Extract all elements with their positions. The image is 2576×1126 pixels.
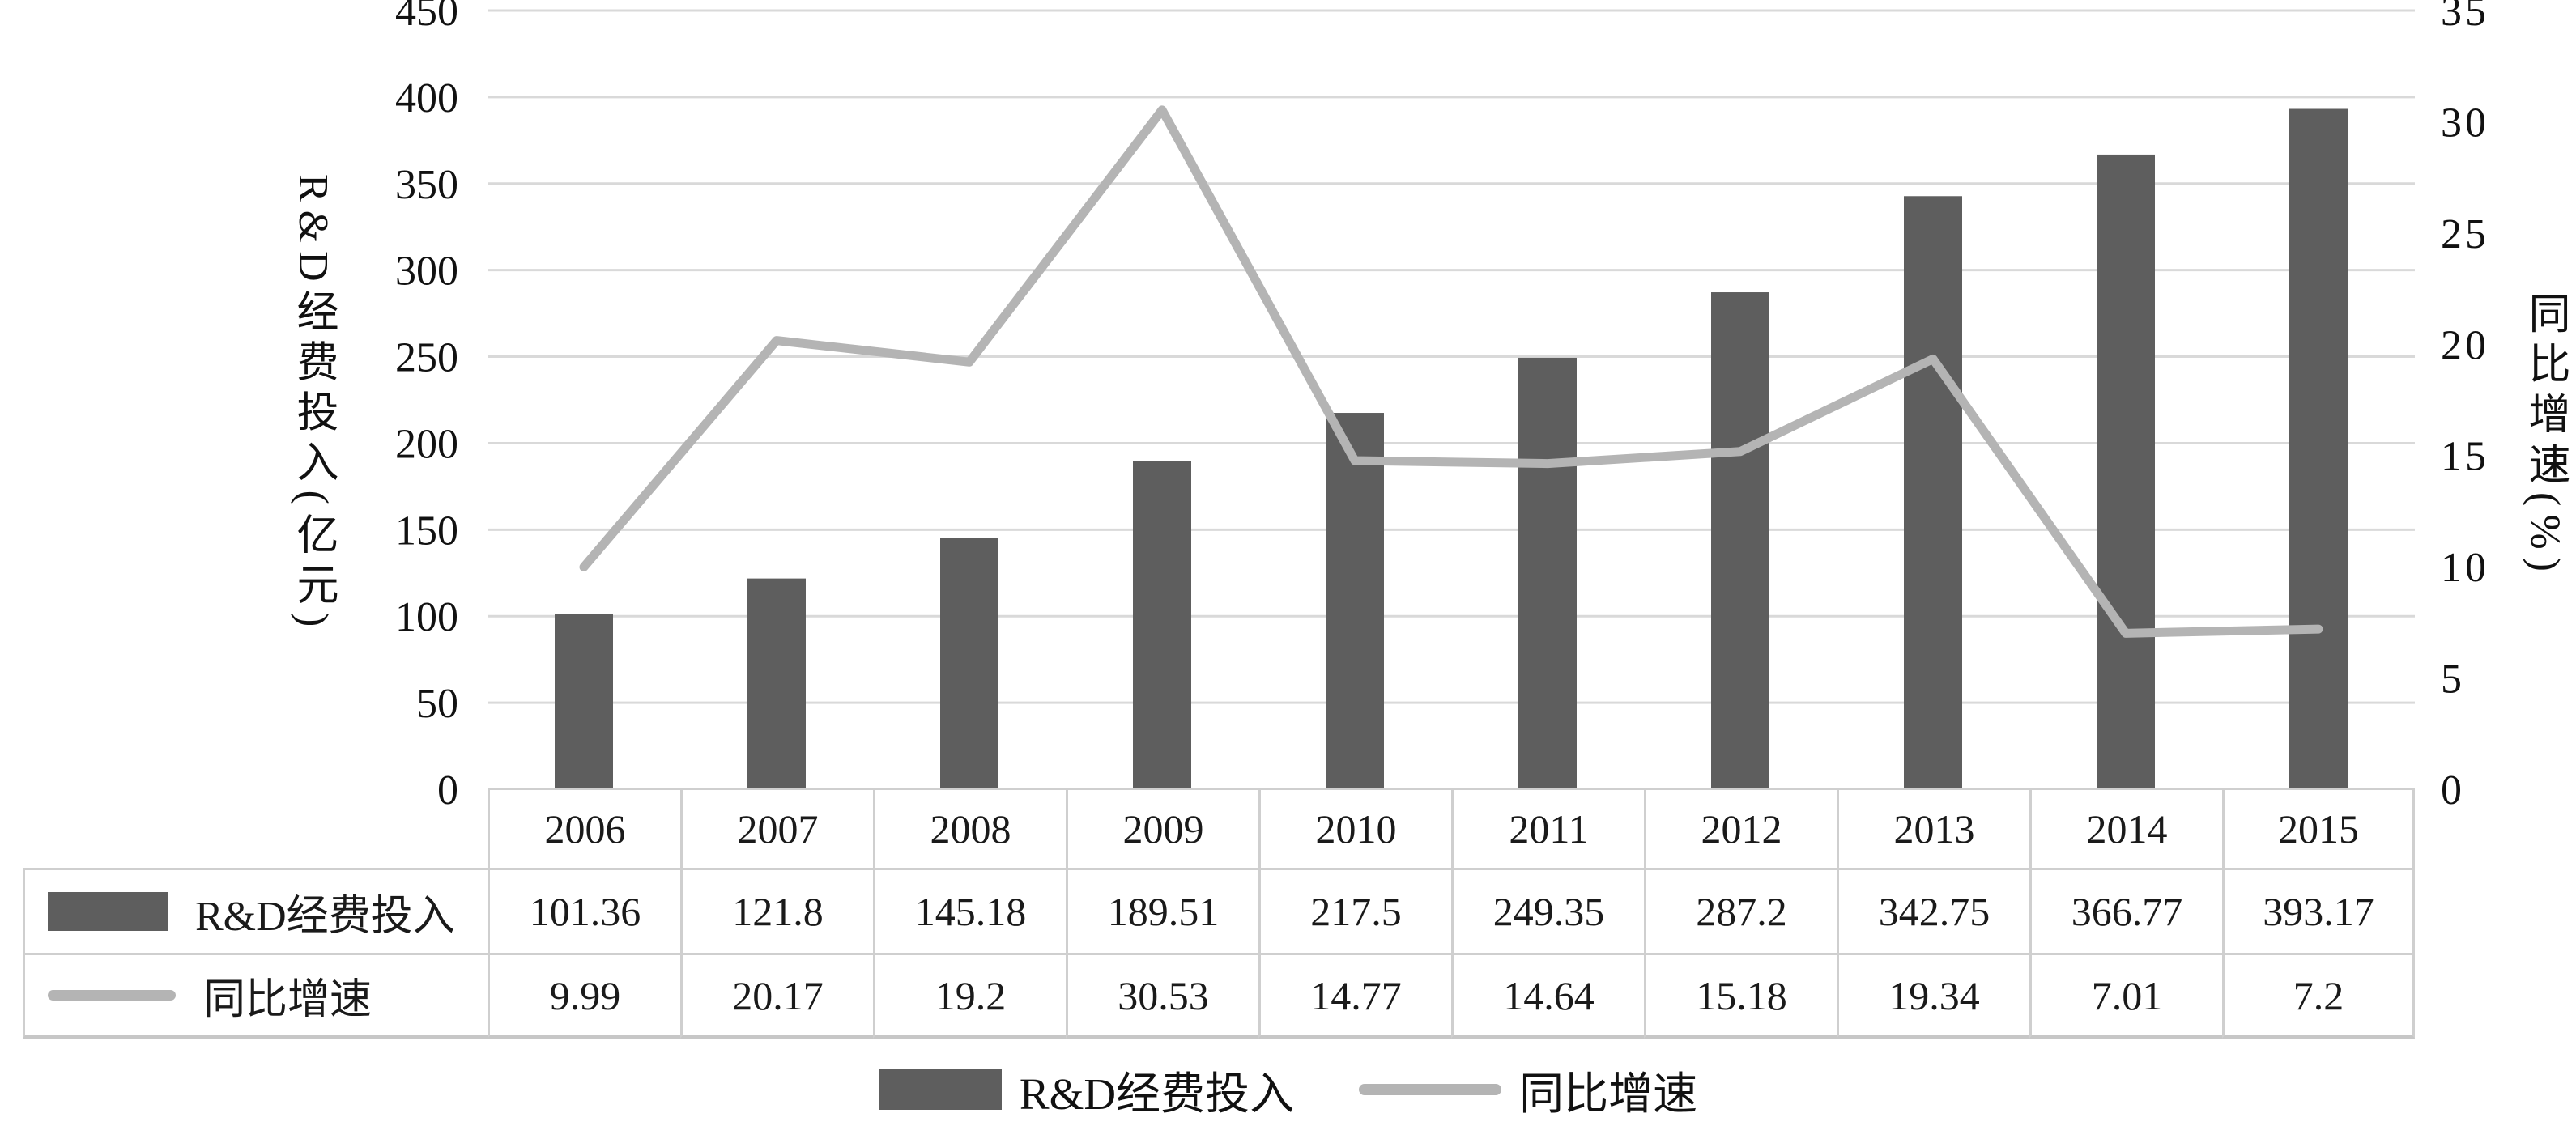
left-axis-tick-label: 300 bbox=[395, 249, 458, 295]
table-row-label: 同比增速 bbox=[23, 953, 488, 1039]
right-axis-tick-label: 25 bbox=[2441, 211, 2489, 257]
legend-line-swatch bbox=[1359, 1084, 1502, 1095]
bar-2007 bbox=[747, 578, 806, 789]
table-value-cell: 14.64 bbox=[1451, 953, 1644, 1039]
bar-2006 bbox=[555, 614, 613, 789]
table-value-cell: 15.18 bbox=[1644, 953, 1837, 1039]
table-row-label: R&D经费投入 bbox=[23, 868, 488, 953]
table-row-label-text: R&D经费投入 bbox=[195, 893, 455, 940]
table-year-header: 2013 bbox=[1837, 788, 2029, 868]
left-axis-tick-label: 350 bbox=[395, 162, 458, 208]
growth-line bbox=[579, 105, 2323, 638]
legend-bar-swatch bbox=[878, 1069, 1002, 1110]
left-axis-tick-label: 450 bbox=[395, 0, 458, 35]
legend-label-growth: 同比增速 bbox=[1519, 1069, 1698, 1119]
table-value-cell: 30.53 bbox=[1066, 953, 1258, 1039]
data-table: 2006 2007 2008 2009 2010 2011 2012 2013 2014 2015… bbox=[23, 788, 2415, 1039]
table-year-header: 2008 bbox=[873, 788, 1066, 868]
table-value-cell: 19.34 bbox=[1837, 953, 2029, 1039]
right-axis-tick-label: 35 bbox=[2441, 0, 2489, 35]
left-axis-tick-label: 400 bbox=[395, 75, 458, 121]
left-axis-title: R&D经费投入(亿元) bbox=[290, 174, 336, 635]
table-value-cell: 217.5 bbox=[1258, 868, 1451, 953]
table-year-header: 2010 bbox=[1258, 788, 1451, 868]
table-value-cell: 20.17 bbox=[680, 953, 873, 1039]
left-axis-tick-label: 0 bbox=[437, 767, 458, 809]
table-value-cell: 101.36 bbox=[488, 868, 680, 953]
bar-2014 bbox=[2097, 154, 2155, 789]
table-year-header: 2015 bbox=[2222, 788, 2415, 868]
table-year-header: 2011 bbox=[1451, 788, 1644, 868]
table-value-cell: 19.2 bbox=[873, 953, 1066, 1039]
table-value-cell: 14.77 bbox=[1258, 953, 1451, 1039]
table-value-cell: 121.8 bbox=[680, 868, 873, 953]
right-axis-tick-label: 15 bbox=[2441, 434, 2489, 480]
bar-2015 bbox=[2289, 108, 2348, 789]
right-axis-tick-label: 20 bbox=[2441, 322, 2489, 368]
table-value-cell: 287.2 bbox=[1644, 868, 1837, 953]
table-year-header: 2006 bbox=[488, 788, 680, 868]
bar-2008 bbox=[940, 538, 998, 789]
legend-label-rd: R&D经费投入 bbox=[1019, 1069, 1295, 1119]
combo-chart-svg: 4504003503002502001501005003530252015105… bbox=[395, 0, 2489, 809]
bar-2010 bbox=[1326, 413, 1384, 789]
chart-legend: R&D经费投入 同比增速 bbox=[0, 1057, 2576, 1122]
right-axis-tick-label: 30 bbox=[2441, 100, 2489, 146]
table-value-cell: 189.51 bbox=[1066, 868, 1258, 953]
table-value-cell: 366.77 bbox=[2029, 868, 2222, 953]
bar-2012 bbox=[1711, 292, 1769, 789]
table-value-cell: 145.18 bbox=[873, 868, 1066, 953]
left-axis-tick-label: 200 bbox=[395, 421, 458, 467]
table-value-cell: 393.17 bbox=[2222, 868, 2415, 953]
table-row-label-text: 同比增速 bbox=[203, 977, 373, 1023]
table-value-cell: 9.99 bbox=[488, 953, 680, 1039]
table-year-header: 2012 bbox=[1644, 788, 1837, 868]
table-year-header: 2007 bbox=[680, 788, 873, 868]
table-value-cell: 342.75 bbox=[1837, 868, 2029, 953]
left-axis-tick-label: 250 bbox=[395, 335, 458, 381]
table-corner-cell bbox=[23, 788, 488, 868]
bar-2011 bbox=[1518, 357, 1577, 790]
table-value-cell: 249.35 bbox=[1451, 868, 1644, 953]
bar-2013 bbox=[1904, 196, 1962, 789]
table-value-cell: 7.01 bbox=[2029, 953, 2222, 1039]
left-axis-tick-label: 50 bbox=[416, 681, 458, 727]
table-year-header: 2009 bbox=[1066, 788, 1258, 868]
right-axis-tick-label: 10 bbox=[2441, 545, 2489, 591]
right-axis-title: 同比增速(%) bbox=[2522, 291, 2568, 580]
left-axis-tick-label: 150 bbox=[395, 508, 458, 554]
table-year-header: 2014 bbox=[2029, 788, 2222, 868]
table-line-swatch bbox=[48, 990, 176, 1001]
right-axis-tick-label: 5 bbox=[2441, 656, 2465, 703]
table-bar-swatch bbox=[48, 892, 168, 931]
left-axis-tick-label: 100 bbox=[395, 594, 458, 640]
table-value-cell: 7.2 bbox=[2222, 953, 2415, 1039]
bar-2009 bbox=[1133, 461, 1191, 789]
right-axis-tick-label: 0 bbox=[2441, 767, 2465, 809]
